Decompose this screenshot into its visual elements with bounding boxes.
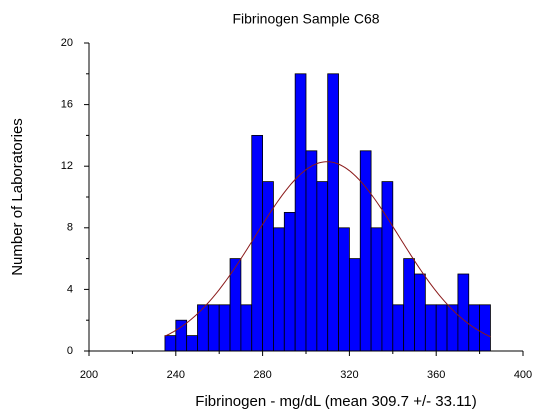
bar: [305, 150, 318, 352]
bar: [175, 319, 188, 352]
bar: [240, 304, 253, 352]
bar: [392, 304, 405, 352]
bar: [359, 150, 372, 352]
y-tick-label: 8: [67, 222, 73, 234]
bar: [435, 304, 448, 352]
bar: [283, 211, 296, 352]
x-axis-label: Fibrinogen - mg/dL (mean 309.7 +/- 33.11…: [195, 393, 476, 410]
y-tick-label: 0: [67, 345, 73, 357]
bar: [316, 181, 329, 352]
x-tick-label: 240: [167, 369, 185, 381]
y-axis-label: Number of Laboratories: [9, 118, 26, 276]
bar: [218, 304, 231, 352]
bar: [273, 227, 285, 352]
bar: [262, 181, 274, 352]
bar: [446, 304, 459, 352]
bar: [381, 181, 394, 352]
bar: [457, 273, 470, 352]
x-tick-label: 400: [514, 369, 532, 381]
bar: [403, 258, 415, 352]
bar: [424, 304, 437, 352]
bar: [294, 73, 307, 352]
bar: [414, 273, 426, 352]
x-tick-label: 200: [80, 369, 98, 381]
bar: [348, 258, 361, 352]
bar: [327, 73, 339, 352]
bar: [338, 227, 350, 352]
normal-curve: [164, 161, 491, 338]
x-tick-label: 360: [427, 369, 445, 381]
bar: [207, 304, 220, 352]
bar: [251, 134, 264, 352]
y-tick-label: 12: [61, 160, 73, 172]
y-tick-label: 4: [67, 283, 73, 295]
bar: [186, 335, 198, 352]
x-tick-label: 280: [253, 369, 271, 381]
bar: [164, 335, 177, 352]
bar: [370, 227, 383, 352]
chart-title: Fibrinogen Sample C68: [232, 11, 379, 27]
y-tick-label: 16: [61, 99, 73, 111]
y-tick-label: 20: [61, 37, 73, 49]
x-tick-label: 320: [340, 369, 358, 381]
bar: [479, 304, 491, 352]
